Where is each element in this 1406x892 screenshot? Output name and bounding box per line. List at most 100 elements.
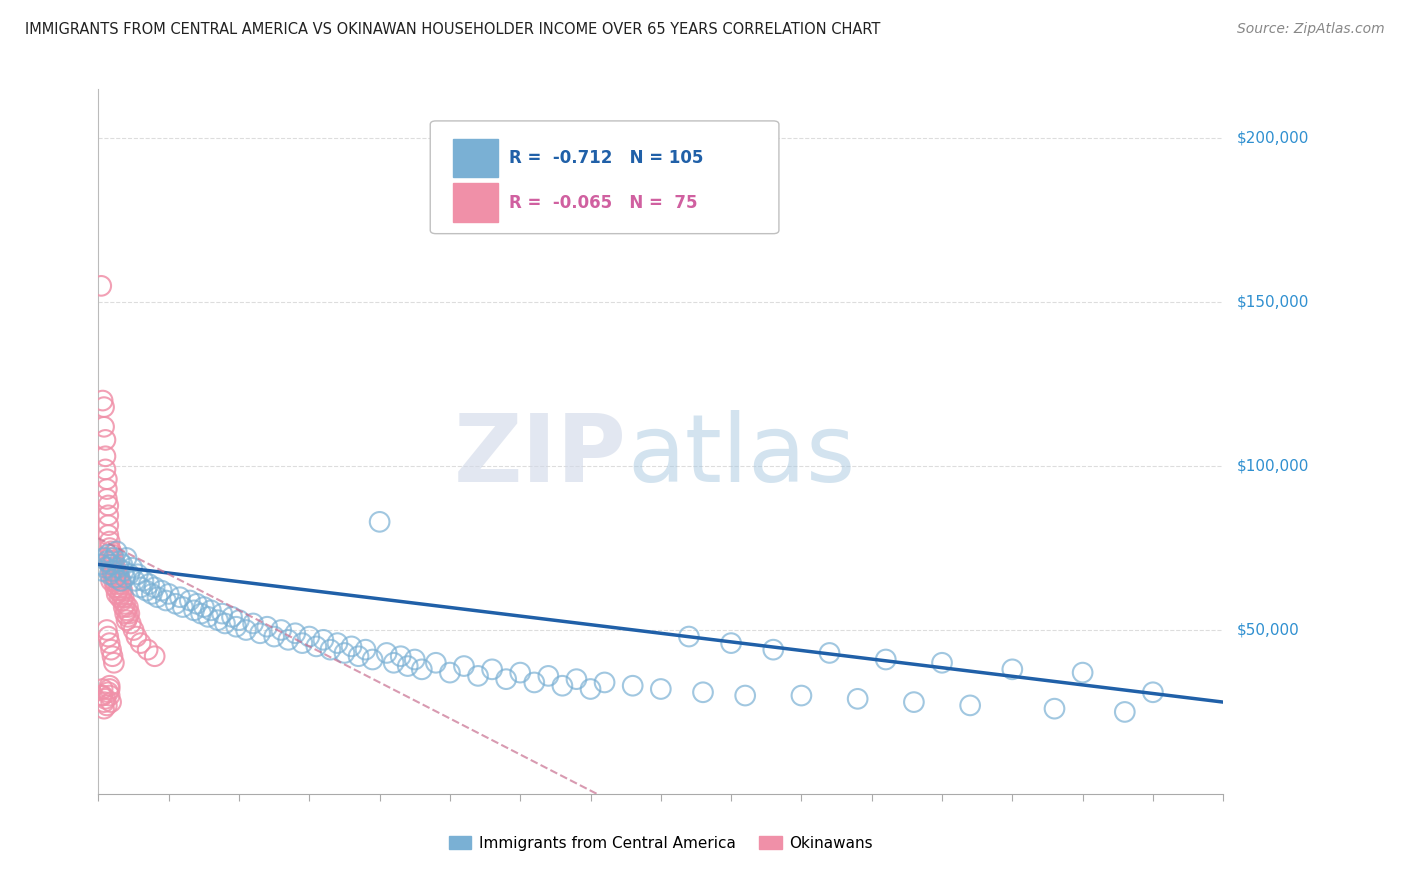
- Point: [111, 583, 134, 598]
- Point: [105, 567, 128, 582]
- Point: [368, 515, 391, 529]
- Point: [931, 656, 953, 670]
- Point: [94, 433, 117, 447]
- Text: $150,000: $150,000: [1237, 294, 1309, 310]
- Point: [96, 491, 118, 506]
- Point: [846, 691, 869, 706]
- Point: [375, 646, 398, 660]
- Point: [98, 550, 121, 565]
- Point: [172, 600, 194, 615]
- Point: [256, 620, 278, 634]
- Point: [103, 564, 125, 578]
- Point: [107, 583, 129, 598]
- Point: [105, 544, 128, 558]
- Text: R =  -0.712   N = 105: R = -0.712 N = 105: [509, 149, 703, 168]
- Point: [108, 570, 131, 584]
- Point: [100, 574, 122, 588]
- Point: [389, 649, 412, 664]
- Point: [312, 632, 335, 647]
- Point: [207, 613, 229, 627]
- Point: [98, 636, 121, 650]
- Point: [112, 600, 135, 615]
- Point: [425, 656, 447, 670]
- Point: [90, 689, 112, 703]
- Point: [523, 675, 546, 690]
- Point: [124, 574, 146, 588]
- Point: [111, 558, 134, 572]
- Text: ZIP: ZIP: [454, 409, 627, 501]
- Point: [111, 593, 134, 607]
- Point: [509, 665, 531, 680]
- Point: [96, 554, 118, 568]
- Point: [103, 574, 125, 588]
- Point: [579, 681, 602, 696]
- Point: [94, 462, 117, 476]
- Point: [98, 567, 121, 582]
- Point: [107, 574, 129, 588]
- Point: [150, 583, 173, 598]
- Point: [110, 574, 132, 588]
- Point: [103, 550, 125, 565]
- Text: $100,000: $100,000: [1237, 458, 1309, 474]
- Point: [101, 558, 124, 572]
- Point: [263, 630, 285, 644]
- Point: [235, 623, 257, 637]
- Point: [104, 560, 127, 574]
- Point: [94, 691, 117, 706]
- Point: [93, 400, 115, 414]
- Point: [129, 581, 152, 595]
- Point: [165, 597, 187, 611]
- Point: [141, 587, 163, 601]
- Point: [326, 636, 349, 650]
- Point: [94, 450, 117, 464]
- Point: [115, 550, 138, 565]
- Point: [122, 623, 145, 637]
- Point: [903, 695, 925, 709]
- Text: atlas: atlas: [627, 409, 855, 501]
- Point: [127, 567, 149, 582]
- Point: [104, 581, 127, 595]
- FancyBboxPatch shape: [453, 183, 498, 222]
- Text: $200,000: $200,000: [1237, 131, 1309, 146]
- Point: [678, 630, 700, 644]
- Point: [467, 669, 489, 683]
- Point: [347, 649, 370, 664]
- Point: [132, 574, 155, 588]
- Point: [959, 698, 981, 713]
- Point: [565, 672, 588, 686]
- Point: [197, 610, 219, 624]
- Point: [97, 528, 120, 542]
- Point: [96, 472, 118, 486]
- Point: [97, 508, 120, 523]
- Point: [101, 649, 124, 664]
- Point: [98, 679, 121, 693]
- Point: [354, 642, 377, 657]
- Point: [1043, 701, 1066, 715]
- Text: $50,000: $50,000: [1237, 623, 1301, 638]
- Point: [270, 623, 292, 637]
- Point: [135, 583, 157, 598]
- Point: [305, 640, 328, 654]
- Text: Source: ZipAtlas.com: Source: ZipAtlas.com: [1237, 22, 1385, 37]
- Point: [1001, 662, 1024, 676]
- Point: [90, 558, 112, 572]
- Point: [108, 591, 131, 605]
- Point: [98, 681, 121, 696]
- Point: [319, 642, 342, 657]
- Point: [1114, 705, 1136, 719]
- Point: [101, 567, 124, 582]
- Point: [734, 689, 756, 703]
- Point: [200, 603, 222, 617]
- Point: [115, 613, 138, 627]
- Point: [225, 620, 247, 634]
- Point: [108, 581, 131, 595]
- Point: [875, 652, 897, 666]
- Point: [117, 600, 139, 615]
- Point: [121, 560, 143, 574]
- Point: [104, 570, 127, 584]
- Point: [100, 558, 122, 572]
- Point: [146, 591, 169, 605]
- Point: [112, 564, 135, 578]
- Point: [125, 630, 148, 644]
- Point: [118, 567, 141, 582]
